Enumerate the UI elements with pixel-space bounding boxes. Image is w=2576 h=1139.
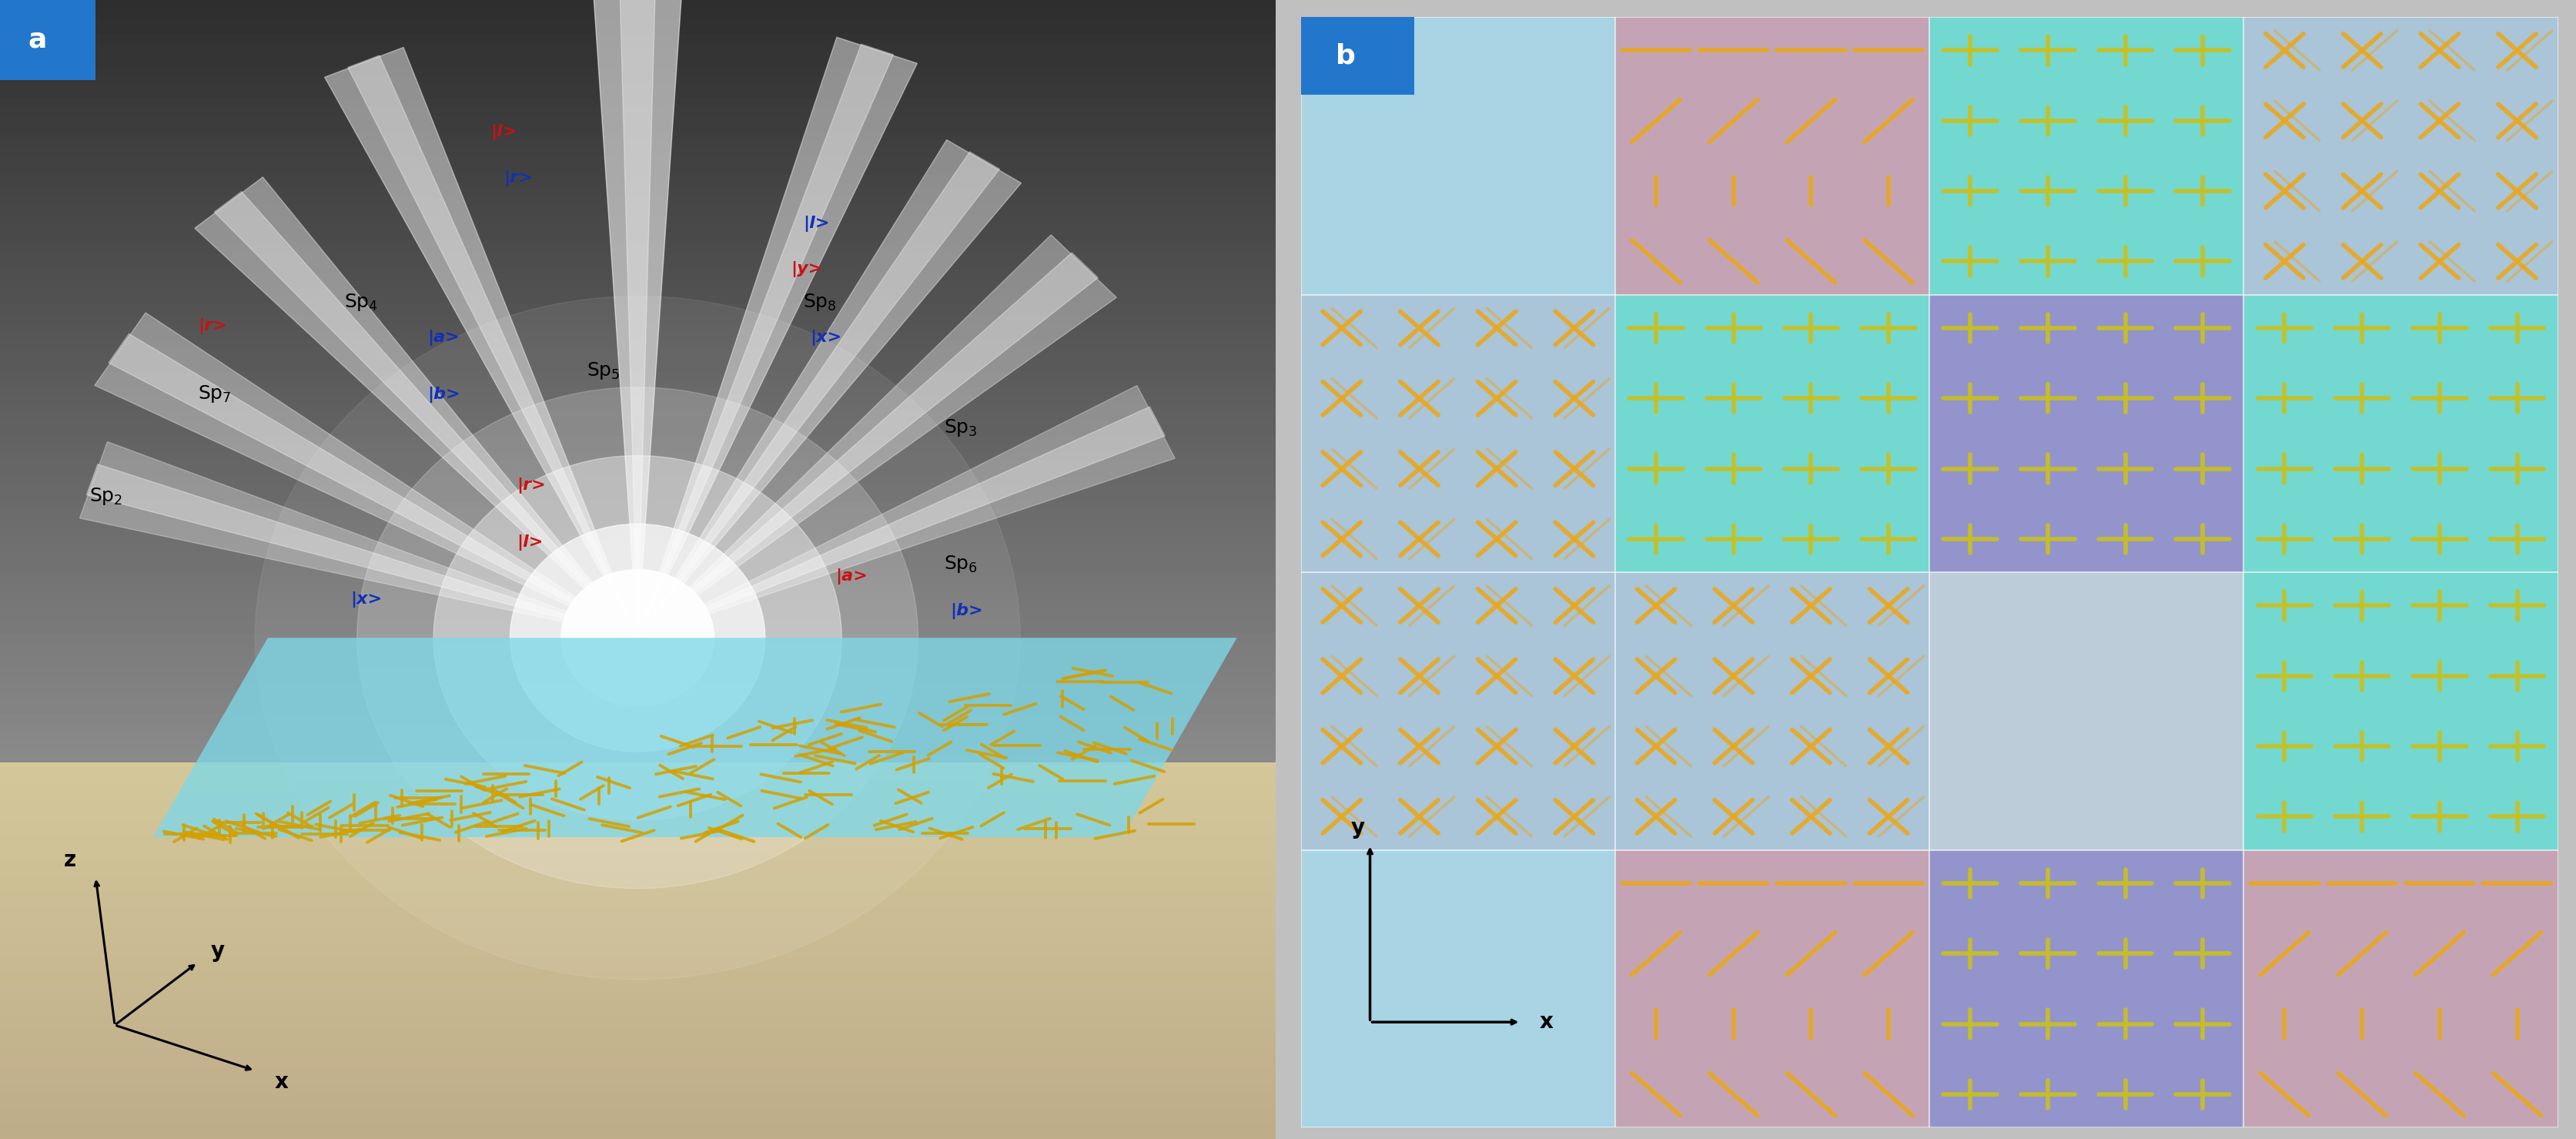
Text: x: x: [273, 1072, 289, 1092]
Text: y: y: [1352, 817, 1365, 838]
Polygon shape: [80, 442, 636, 638]
Bar: [1301, 850, 1615, 1128]
Bar: [1615, 572, 1929, 850]
Text: |b>: |b>: [951, 603, 984, 618]
Bar: [1301, 17, 1414, 95]
Text: Sp$_2$: Sp$_2$: [90, 485, 124, 507]
Polygon shape: [636, 44, 894, 638]
Polygon shape: [325, 48, 636, 638]
Text: |l>: |l>: [804, 215, 829, 231]
Circle shape: [358, 387, 917, 888]
Polygon shape: [636, 385, 1175, 638]
Bar: [1615, 850, 1929, 1128]
Polygon shape: [196, 177, 636, 638]
Bar: [1301, 572, 1615, 850]
Bar: [2244, 17, 2558, 295]
Polygon shape: [95, 312, 636, 638]
Circle shape: [562, 570, 714, 706]
Bar: [1929, 295, 2244, 572]
Polygon shape: [636, 38, 917, 638]
Text: Sp$_8$: Sp$_8$: [804, 292, 837, 313]
Polygon shape: [88, 465, 636, 638]
Text: |l>: |l>: [515, 534, 544, 550]
Text: |a>: |a>: [428, 329, 459, 345]
Text: Sp$_6$: Sp$_6$: [943, 554, 976, 575]
Text: |y>: |y>: [791, 261, 822, 277]
Text: |r>: |r>: [505, 170, 533, 186]
Bar: [1301, 17, 1615, 295]
Bar: [1615, 295, 1929, 572]
Text: Sp$_3$: Sp$_3$: [943, 417, 976, 439]
Polygon shape: [636, 253, 1097, 638]
Text: |b>: |b>: [428, 386, 461, 402]
Text: b: b: [1337, 43, 1355, 69]
Bar: [2244, 850, 2558, 1128]
Polygon shape: [214, 191, 636, 638]
Circle shape: [255, 296, 1020, 980]
Bar: [2244, 572, 2558, 850]
Text: |a>: |a>: [835, 568, 868, 584]
Circle shape: [510, 524, 765, 752]
Bar: [1929, 850, 2244, 1128]
Polygon shape: [348, 56, 636, 638]
Text: z: z: [64, 850, 77, 870]
Text: x: x: [1540, 1011, 1553, 1033]
Text: Sp$_5$: Sp$_5$: [587, 360, 621, 382]
Bar: [1929, 572, 2244, 850]
Polygon shape: [636, 140, 1020, 638]
Polygon shape: [108, 334, 636, 638]
Text: a: a: [28, 27, 46, 52]
Polygon shape: [590, 0, 685, 638]
Circle shape: [433, 456, 842, 820]
Bar: [2244, 295, 2558, 572]
Text: y: y: [211, 941, 224, 961]
Bar: [1615, 17, 1929, 295]
Text: |r>: |r>: [515, 477, 546, 493]
Polygon shape: [636, 407, 1164, 638]
Text: Sp$_7$: Sp$_7$: [198, 383, 232, 404]
Bar: [1301, 295, 1615, 572]
Bar: [1929, 17, 2244, 295]
Text: |r>: |r>: [198, 318, 227, 334]
Polygon shape: [636, 235, 1115, 638]
Text: |x>: |x>: [350, 591, 381, 607]
Polygon shape: [636, 151, 999, 638]
Text: |x>: |x>: [809, 329, 842, 345]
Text: |l>: |l>: [492, 124, 518, 140]
Polygon shape: [152, 638, 1236, 837]
Bar: [0, 0, 95, 80]
Text: Sp$_4$: Sp$_4$: [345, 292, 379, 313]
Polygon shape: [618, 0, 657, 638]
